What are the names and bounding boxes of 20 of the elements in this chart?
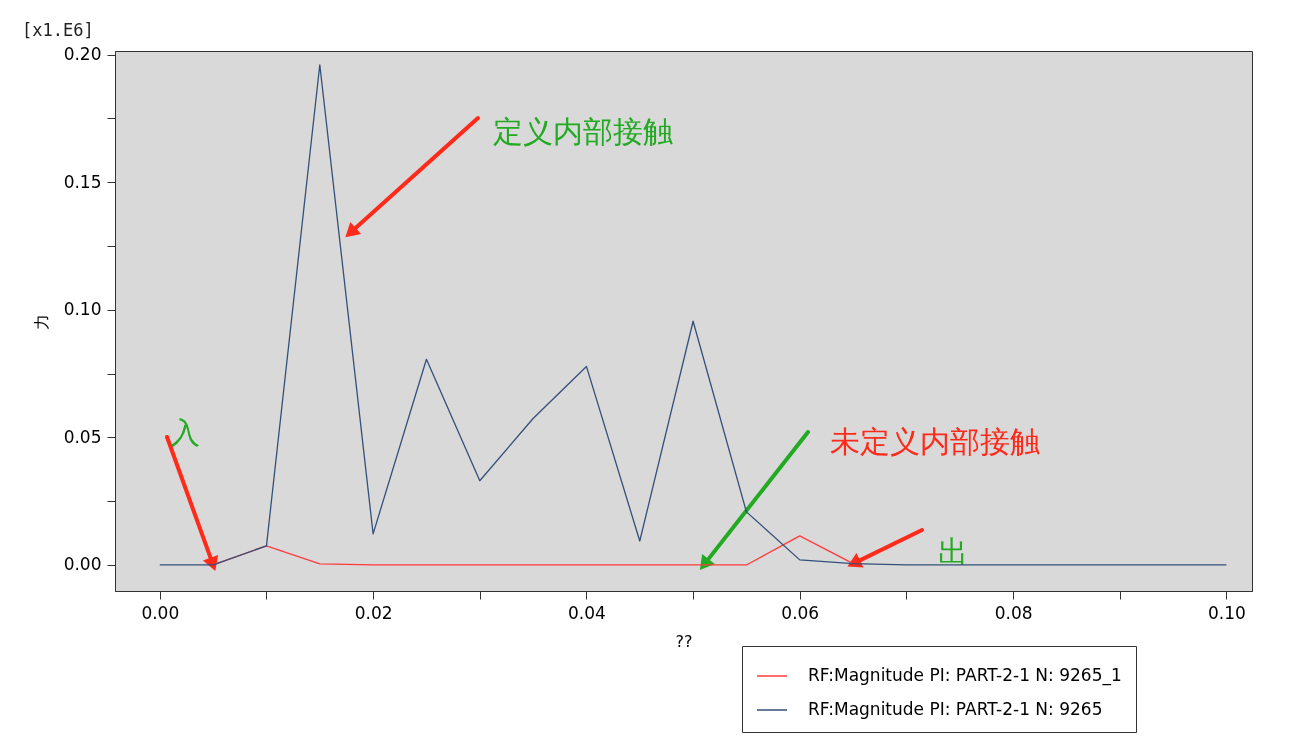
annotation: 入 — [170, 415, 200, 450]
annotation: 未定义内部接触 — [830, 424, 1040, 459]
y-tick-label: 0.00 — [63, 554, 102, 575]
y-tick-label: 0.10 — [63, 299, 102, 320]
y-axis-title: 力 — [31, 313, 51, 330]
annotation: 定义内部接触 — [493, 114, 673, 149]
x-tick-label: 0.10 — [1207, 602, 1246, 623]
legend-label: RF:Magnitude PI: PART-2-1 N: 9265_1 — [808, 665, 1122, 686]
y-tick-label: 0.15 — [63, 171, 102, 192]
legend-label: RF:Magnitude PI: PART-2-1 N: 9265 — [808, 699, 1103, 719]
y-tick-label: 0.05 — [63, 426, 102, 447]
annotation: 出 — [938, 534, 968, 569]
x-tick-label: 0.04 — [568, 602, 606, 623]
x-tick-label: 0.08 — [994, 602, 1033, 623]
y-tick-label: 0.20 — [63, 44, 102, 65]
x-tick-label: 0.06 — [781, 602, 820, 623]
text: [x1.E6] — [22, 20, 94, 40]
x-tick-label: 0.00 — [141, 602, 180, 623]
x-axis-title: ?? — [675, 631, 693, 651]
x-tick-label: 0.02 — [354, 602, 393, 623]
